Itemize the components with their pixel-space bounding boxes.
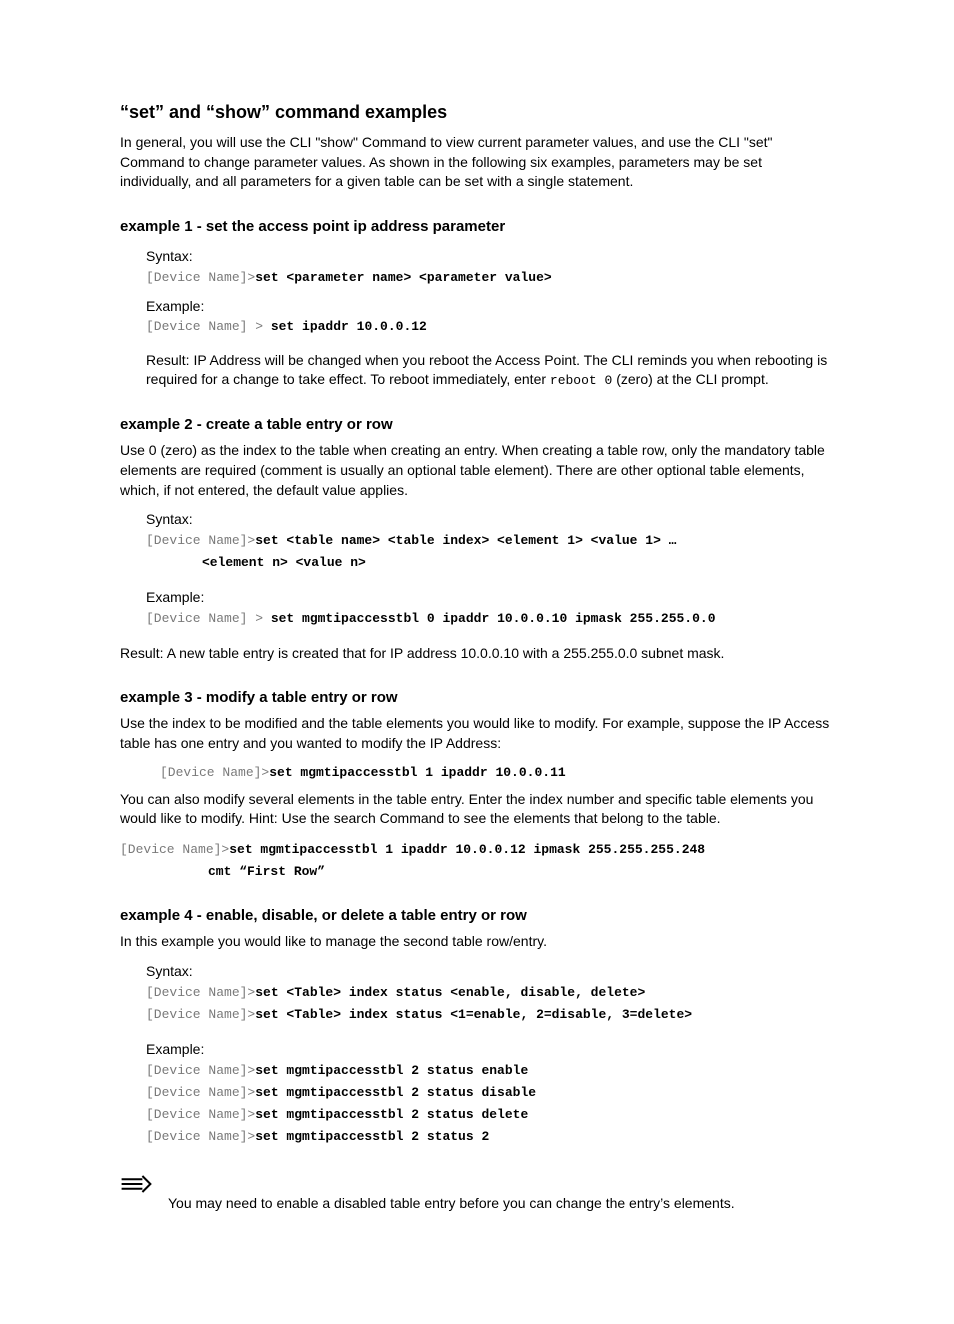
example-4-block: Syntax: [Device Name]>set <Table> index …: [146, 962, 834, 1146]
example-1-result-b: (zero) at the CLI prompt.: [612, 371, 768, 387]
syntax-label: Syntax:: [146, 962, 834, 982]
document-page: “set” and “show” command examples In gen…: [0, 0, 954, 1324]
example-label: Example:: [146, 588, 834, 608]
example-4-heading: example 4 - enable, disable, or delete a…: [120, 905, 834, 926]
example-2-example-cmd: set mgmtipaccesstbl 0 ipaddr 10.0.0.10 i…: [271, 611, 716, 626]
cli-prompt: [Device Name]>: [146, 270, 255, 285]
example-4-ex-cmd1: set mgmtipaccesstbl 2 status enable: [255, 1063, 528, 1078]
example-4-intro: In this example you would like to manage…: [120, 932, 834, 952]
example-3-intro: Use the index to be modified and the tab…: [120, 714, 834, 753]
intro-paragraph: In general, you will use the CLI "show" …: [120, 133, 834, 192]
cli-prompt: [Device Name] >: [146, 319, 271, 334]
cli-prompt: [Device Name] >: [146, 611, 271, 626]
cli-prompt: [Device Name]>: [146, 1007, 255, 1022]
example-4-ex-cmd4: set mgmtipaccesstbl 2 status 2: [255, 1129, 489, 1144]
page-title: “set” and “show” command examples: [120, 100, 834, 125]
example-1-result-code: reboot 0: [550, 373, 612, 388]
example-1-example-code: [Device Name] > set ipaddr 10.0.0.12: [146, 318, 834, 336]
example-label: Example:: [146, 1040, 834, 1060]
example-2-heading: example 2 - create a table entry or row: [120, 414, 834, 435]
syntax-label: Syntax:: [146, 510, 834, 530]
example-1-result: Result: IP Address will be changed when …: [146, 351, 834, 391]
example-3-cmd1-text: set mgmtipaccesstbl 1 ipaddr 10.0.0.11: [269, 765, 565, 780]
example-4-ex-cmd2: set mgmtipaccesstbl 2 status disable: [255, 1085, 536, 1100]
example-3-cmd1: [Device Name]>set mgmtipaccesstbl 1 ipad…: [160, 764, 834, 782]
example-4-syntax-code-1: [Device Name]>set <Table> index status <…: [146, 984, 834, 1002]
example-4-syntax-cmd2: set <Table> index status <1=enable, 2=di…: [255, 1007, 692, 1022]
example-2-intro: Use 0 (zero) as the index to the table w…: [120, 441, 834, 500]
example-label: Example:: [146, 297, 834, 317]
example-4-ex-code-3: [Device Name]>set mgmtipaccesstbl 2 stat…: [146, 1106, 834, 1124]
example-2-syntax-cmd-l2: <element n> <value n>: [146, 554, 366, 572]
example-3-heading: example 3 - modify a table entry or row: [120, 687, 834, 708]
cli-prompt: [Device Name]>: [146, 985, 255, 1000]
example-2-syntax-code-l2: <element n> <value n>: [146, 554, 834, 572]
note-block: You may need to enable a disabled table …: [120, 1174, 834, 1224]
cli-prompt: [Device Name]>: [160, 765, 269, 780]
example-3-cmd2-l1-text: set mgmtipaccesstbl 1 ipaddr 10.0.0.12 i…: [229, 842, 705, 857]
example-3-mid: You can also modify several elements in …: [120, 790, 834, 829]
example-2-example-code: [Device Name] > set mgmtipaccesstbl 0 ip…: [146, 610, 834, 628]
example-3-cmd2-l2: cmt “First Row”: [120, 863, 834, 881]
syntax-label: Syntax:: [146, 247, 834, 267]
example-4-ex-code-1: [Device Name]>set mgmtipaccesstbl 2 stat…: [146, 1062, 834, 1080]
example-4-ex-cmd3: set mgmtipaccesstbl 2 status delete: [255, 1107, 528, 1122]
example-2-syntax-cmd-l1: set <table name> <table index> <element …: [255, 533, 676, 548]
example-2-syntax-code: [Device Name]>set <table name> <table in…: [146, 532, 834, 550]
cli-prompt: [Device Name]>: [146, 1107, 255, 1122]
cli-prompt: [Device Name]>: [146, 1063, 255, 1078]
cli-prompt: [Device Name]>: [146, 533, 255, 548]
example-4-syntax-cmd1: set <Table> index status <enable, disabl…: [255, 985, 645, 1000]
example-3-cmd2-l1: [Device Name]>set mgmtipaccesstbl 1 ipad…: [120, 841, 834, 859]
cli-prompt: [Device Name]>: [120, 842, 229, 857]
cli-prompt: [Device Name]>: [146, 1129, 255, 1144]
example-1-example-cmd: set ipaddr 10.0.0.12: [271, 319, 427, 334]
example-1-syntax-code: [Device Name]>set <parameter name> <para…: [146, 269, 834, 287]
example-3-cmd2-l2-text: cmt “First Row”: [120, 863, 325, 881]
example-4-ex-code-2: [Device Name]>set mgmtipaccesstbl 2 stat…: [146, 1084, 834, 1102]
example-4-syntax-code-2: [Device Name]>set <Table> index status <…: [146, 1006, 834, 1024]
example-4-ex-code-4: [Device Name]>set mgmtipaccesstbl 2 stat…: [146, 1128, 834, 1146]
arrow-right-icon: [120, 1174, 152, 1200]
note-text: You may need to enable a disabled table …: [168, 1194, 735, 1214]
cli-prompt: [Device Name]>: [146, 1085, 255, 1100]
example-1-syntax-cmd: set <parameter name> <parameter value>: [255, 270, 551, 285]
example-2-result: Result: A new table entry is created tha…: [120, 644, 834, 664]
example-1-heading: example 1 - set the access point ip addr…: [120, 216, 834, 237]
example-1-block: Syntax: [Device Name]>set <parameter nam…: [146, 247, 834, 390]
example-2-block: Syntax: [Device Name]>set <table name> <…: [146, 510, 834, 628]
